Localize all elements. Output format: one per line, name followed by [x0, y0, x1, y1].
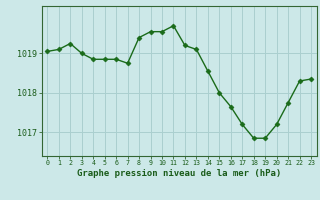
X-axis label: Graphe pression niveau de la mer (hPa): Graphe pression niveau de la mer (hPa) [77, 169, 281, 178]
